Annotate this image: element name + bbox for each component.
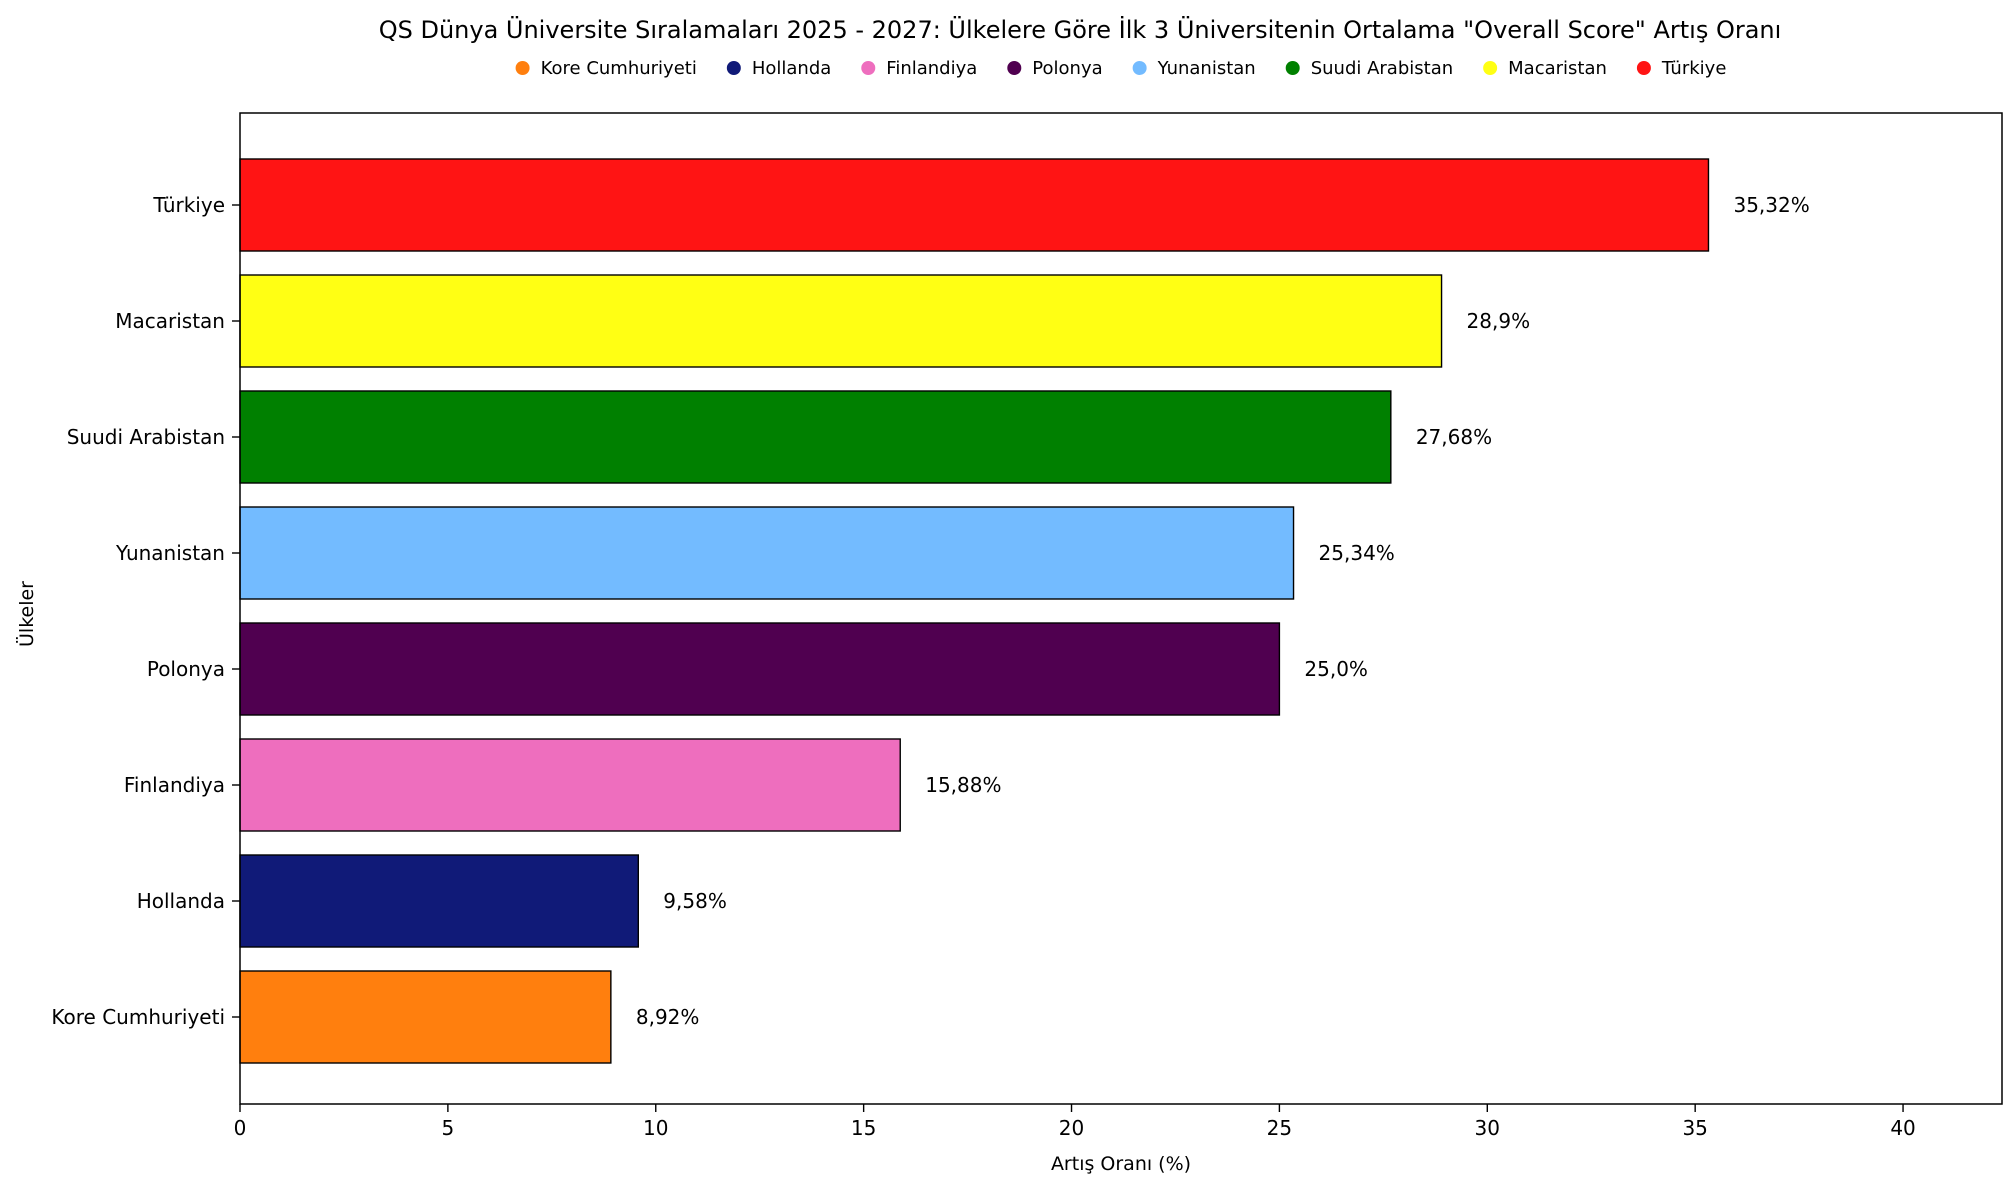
- y-tick-label-finlandiya: Finlandiya: [124, 773, 225, 797]
- bar-macaristan: [239, 274, 1443, 368]
- x-axis: 0 5 10 15 20 25 30 35 40: [234, 1104, 1916, 1140]
- legend-label-yunanistan: Yunanistan: [1157, 58, 1256, 79]
- value-label-finlandiya: 15,88%: [925, 773, 1001, 797]
- bar-polonya: [239, 622, 1281, 716]
- value-label-kore-cumhuriyeti: 8,92%: [636, 1005, 700, 1029]
- bar-hollanda: [239, 854, 640, 948]
- y-tick-label-suudi-arabistan: Suudi Arabistan: [67, 425, 225, 449]
- x-tick-label-15: 15: [851, 1116, 876, 1140]
- value-label-suudi-arabistan: 27,68%: [1416, 425, 1492, 449]
- value-label-polonya: 25,0%: [1304, 657, 1368, 681]
- legend-marker-suudi-arabistan: [1285, 61, 1300, 75]
- x-axis-label: Artış Oranı (%): [1051, 1153, 1191, 1175]
- x-tick-label-35: 35: [1682, 1116, 1707, 1140]
- legend-label-suudi-arabistan: Suudi Arabistan: [1311, 58, 1453, 79]
- legend-label-polonya: Polonya: [1032, 58, 1102, 79]
- value-label-macaristan: 28,9%: [1467, 309, 1531, 333]
- plot-area: 8,92% 9,58% 15,88% 25,0% 25,34% 27,68% 28,9% 35…: [51, 112, 2003, 1140]
- legend-item-hollanda: Hollanda: [726, 58, 831, 79]
- y-tick-label-macaristan: Macaristan: [115, 309, 225, 333]
- legend-label-finlandiya: Finlandiya: [886, 58, 977, 79]
- legend-item-turkiye: Türkiye: [1636, 58, 1727, 79]
- bar-suudi-arabistan: [239, 390, 1392, 484]
- y-axis: Kore Cumhuriyeti Hollanda Finlandiya Polony…: [51, 193, 240, 1029]
- legend-marker-yunanistan: [1132, 61, 1147, 75]
- bar-turkiye: [239, 158, 1710, 252]
- chart-legend: Kore Cumhuriyeti Hollanda Finlandiya Polony…: [515, 58, 1727, 79]
- legend-item-yunanistan: Yunanistan: [1132, 58, 1256, 79]
- legend-item-polonya: Polonya: [1007, 58, 1103, 79]
- bars-layer: [239, 158, 1710, 1064]
- legend-label-hollanda: Hollanda: [752, 58, 831, 79]
- legend-marker-hollanda: [726, 61, 741, 75]
- y-tick-label-kore-cumhuriyeti: Kore Cumhuriyeti: [51, 1005, 225, 1029]
- value-label-hollanda: 9,58%: [663, 889, 727, 913]
- legend-item-kore-cumhuriyeti: Kore Cumhuriyeti: [515, 58, 697, 79]
- x-tick-label-5: 5: [442, 1116, 455, 1140]
- x-tick-label-0: 0: [234, 1116, 247, 1140]
- legend-marker-polonya: [1007, 61, 1022, 75]
- x-tick-label-40: 40: [1890, 1116, 1915, 1140]
- legend-item-finlandiya: Finlandiya: [861, 58, 977, 79]
- value-label-turkiye: 35,32%: [1733, 193, 1809, 217]
- x-tick-label-10: 10: [643, 1116, 668, 1140]
- y-tick-label-hollanda: Hollanda: [137, 889, 225, 913]
- chart-title: QS Dünya Üniversite Sıralamaları 2025 - …: [379, 15, 1782, 44]
- bar-yunanistan: [239, 506, 1295, 600]
- legend-item-suudi-arabistan: Suudi Arabistan: [1285, 58, 1453, 79]
- y-tick-label-turkiye: Türkiye: [152, 193, 225, 217]
- value-label-yunanistan: 25,34%: [1319, 541, 1395, 565]
- legend-label-turkiye: Türkiye: [1661, 58, 1727, 79]
- legend-marker-turkiye: [1636, 61, 1651, 75]
- bar-kore-cumhuriyeti: [239, 970, 612, 1064]
- legend-label-macaristan: Macaristan: [1508, 58, 1607, 79]
- legend-label-kore-cumhuriyeti: Kore Cumhuriyeti: [541, 58, 697, 79]
- legend-marker-finlandiya: [861, 61, 876, 75]
- x-tick-label-20: 20: [1059, 1116, 1084, 1140]
- value-labels-layer: 8,92% 9,58% 15,88% 25,0% 25,34% 27,68% 28,9% 35…: [636, 193, 1810, 1029]
- y-axis-label: Ülkeler: [15, 581, 38, 647]
- y-tick-label-polonya: Polonya: [147, 657, 225, 681]
- plot-frame: [239, 112, 2003, 1105]
- legend-marker-kore-cumhuriyeti: [515, 61, 530, 75]
- x-tick-label-30: 30: [1475, 1116, 1500, 1140]
- legend-item-macaristan: Macaristan: [1483, 58, 1607, 79]
- bar-finlandiya: [239, 738, 901, 832]
- x-tick-label-25: 25: [1267, 1116, 1292, 1140]
- legend-marker-macaristan: [1483, 61, 1498, 75]
- y-tick-label-yunanistan: Yunanistan: [115, 541, 225, 565]
